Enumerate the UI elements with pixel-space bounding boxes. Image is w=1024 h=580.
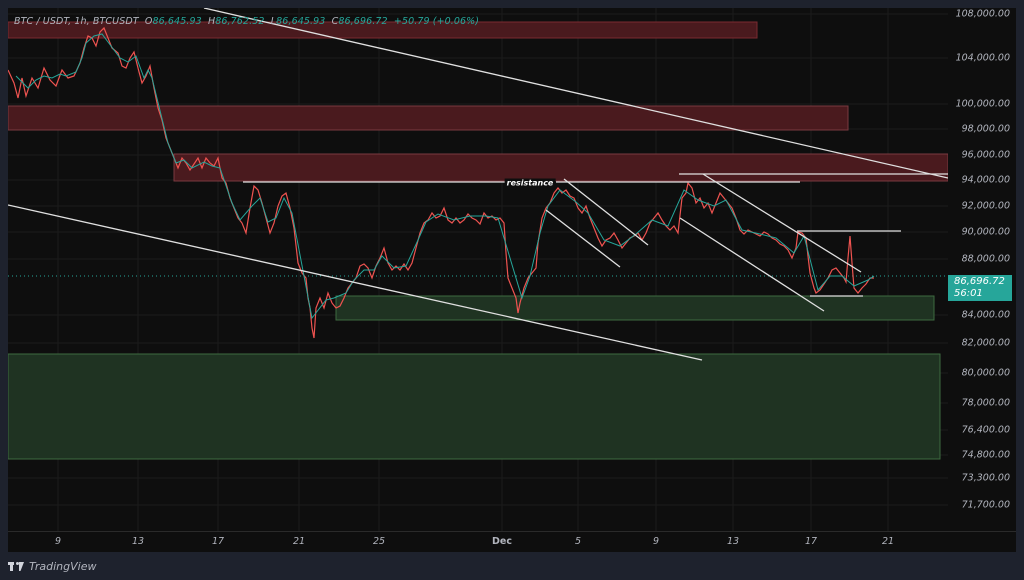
trend-lines — [7, 7, 949, 361]
time-tick: 13 — [726, 536, 740, 547]
demand-zone-84k[interactable] — [335, 295, 935, 321]
current-price: 86,696.72 — [954, 276, 1005, 287]
time-axis[interactable]: 9 13 17 21 25 Dec 5 9 13 17 21 — [8, 531, 1016, 553]
time-tick: 9 — [652, 536, 660, 547]
time-tick: 21 — [292, 536, 306, 547]
price-tick: 108,000.00 — [955, 8, 1010, 20]
bar-countdown: 56:01 — [954, 288, 983, 299]
channel1-lower[interactable] — [545, 209, 621, 268]
low-value: 86,645.93 — [276, 16, 326, 27]
high-value: 86,762.52 — [215, 16, 265, 27]
time-tick: 17 — [211, 536, 225, 547]
channel1-upper[interactable] — [563, 178, 649, 246]
price-tick: 80,000.00 — [961, 367, 1010, 379]
time-tick: 17 — [804, 536, 818, 547]
candlestick-chart — [7, 7, 949, 531]
price-tick: 71,700.00 — [961, 499, 1010, 511]
time-tick-month: Dec — [492, 536, 512, 547]
price-tick: 96,000.00 — [961, 149, 1010, 161]
price-tick: 90,000.00 — [961, 226, 1010, 238]
chart-frame: resistance BTC / USDT, 1h, BTCUSDT O86,6… — [7, 7, 1016, 553]
channel2-upper[interactable] — [702, 173, 862, 273]
current-price-tag: 86,696.72 56:01 — [948, 275, 1012, 301]
tradingview-logo-icon — [8, 562, 24, 571]
supply-zone-95k[interactable] — [173, 153, 949, 182]
time-tick: 25 — [372, 536, 386, 547]
time-tick: 9 — [54, 536, 62, 547]
candles — [7, 26, 875, 339]
brand-name: TradingView — [29, 560, 97, 573]
tradingview-watermark[interactable]: TradingView — [8, 560, 96, 573]
price-tick: 76,400.00 — [961, 424, 1010, 436]
supply-zone-106k[interactable] — [7, 21, 758, 39]
price-tick: 73,300.00 — [961, 472, 1010, 484]
channel2-lower[interactable] — [679, 217, 825, 312]
resistance-label: resistance — [504, 178, 556, 188]
price-tick: 82,000.00 — [961, 337, 1010, 349]
long-downtrend-line-upper[interactable] — [203, 7, 949, 179]
price-tick: 104,000.00 — [955, 52, 1010, 64]
price-tick: 88,000.00 — [961, 253, 1010, 265]
price-tick: 94,000.00 — [961, 174, 1010, 186]
chart-plot-area[interactable]: resistance BTC / USDT, 1h, BTCUSDT O86,6… — [7, 7, 949, 531]
long-downtrend-line-lower[interactable] — [7, 204, 703, 361]
close-value: 86,696.72 — [338, 16, 388, 27]
demand-zone-78k[interactable] — [7, 353, 941, 460]
price-axis[interactable]: 108,000.00 104,000.00 100,000.00 98,000.… — [948, 8, 1016, 531]
open-value: 86,645.93 — [152, 16, 202, 27]
price-tick: 74,800.00 — [961, 449, 1010, 461]
price-tick: 78,000.00 — [961, 397, 1010, 409]
supply-zone-99k[interactable] — [7, 105, 849, 131]
symbol-name: BTC / USDT, 1h, BTCUSDT — [14, 16, 139, 27]
symbol-legend[interactable]: BTC / USDT, 1h, BTCUSDT O86,645.93 H86,7… — [14, 16, 480, 27]
price-tick: 98,000.00 — [961, 123, 1010, 135]
price-tick: 84,000.00 — [961, 309, 1010, 321]
time-tick: 13 — [131, 536, 145, 547]
time-tick: 5 — [574, 536, 582, 547]
time-tick: 21 — [881, 536, 895, 547]
change-value: +50.79 (+0.06%) — [393, 16, 480, 27]
price-tick: 92,000.00 — [961, 200, 1010, 212]
price-tick: 100,000.00 — [955, 98, 1010, 110]
